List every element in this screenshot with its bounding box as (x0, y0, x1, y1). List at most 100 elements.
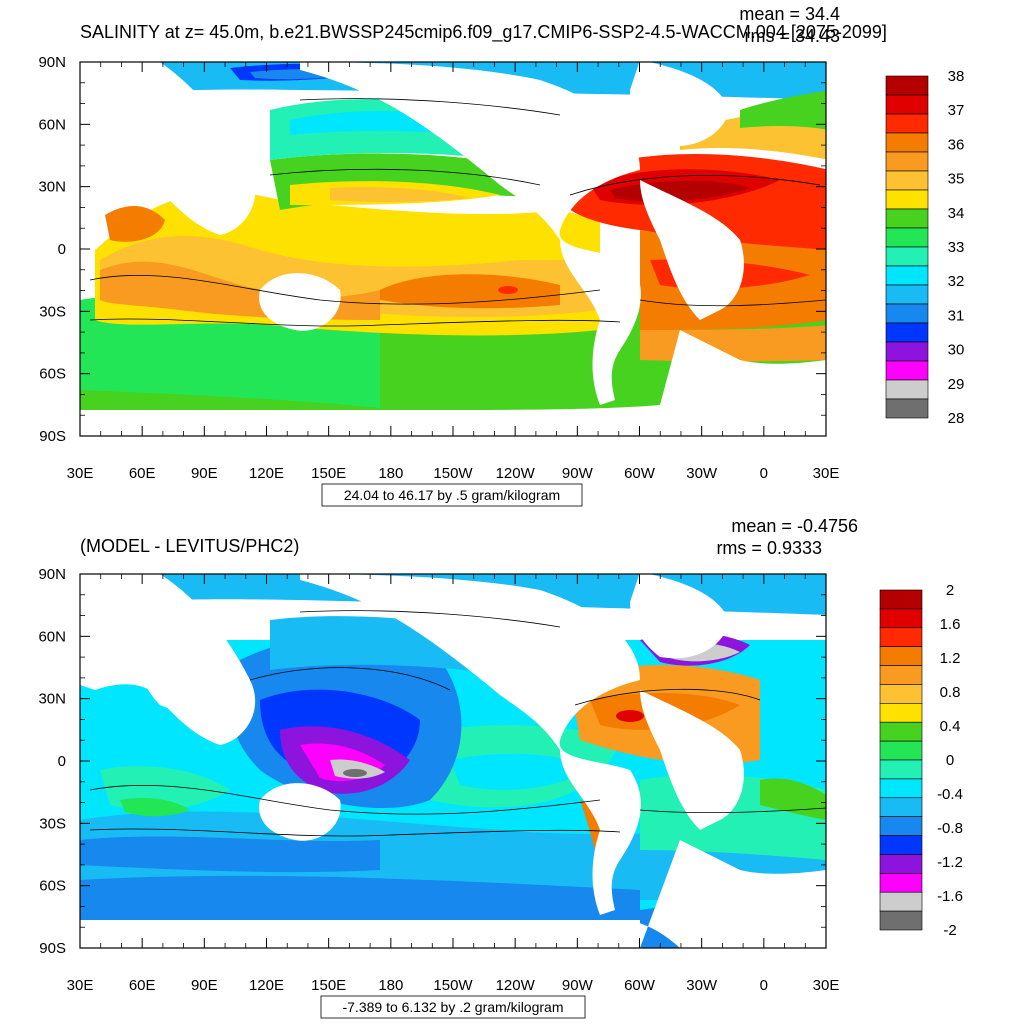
colorbar-swatch (885, 379, 929, 400)
y-axis-tick-labels: 90N 60N 30N 0 30S 60S 90S (38, 566, 66, 957)
y-tick-label: 90S (39, 428, 66, 445)
colorbar-swatch (879, 816, 923, 836)
y-tick-label: 30N (38, 179, 66, 196)
x-tick-label: 90W (562, 465, 594, 482)
colorbar-swatch (879, 778, 923, 799)
colorbar-label: -0.8 (937, 820, 963, 837)
axis-ticks (79, 61, 827, 437)
y-tick-label: 90N (38, 566, 66, 583)
y-axis-tick-labels: 90N 60N 30N 0 30S 60S 90S (38, 54, 66, 445)
colorbar: 2 1.6 1.2 0.8 0.4 0 -0.4 -0.8 -1.2 -1.6 -2 (879, 582, 963, 939)
y-tick-label: 30S (39, 303, 66, 320)
rms-label: rms = 34.43 (744, 26, 840, 46)
colorbar-swatch (885, 132, 929, 153)
contour-info-box (321, 483, 583, 507)
x-tick-label: 60E (129, 465, 156, 482)
x-tick-label: 180 (378, 977, 403, 994)
x-tick-label: 30E (813, 977, 840, 994)
colorbar-swatch (885, 303, 929, 324)
colorbar-label: 2 (946, 582, 954, 599)
x-tick-label: 30E (813, 465, 840, 482)
colorbar-swatch (879, 703, 923, 723)
x-tick-label: 150W (433, 977, 473, 994)
panel-title: SALINITY at z= 45.0m, b.e21.BWSSP245cmip… (80, 22, 887, 43)
colorbar-label: 33 (948, 239, 965, 256)
difference-panel: (MODEL - LEVITUS/PHC2) mean = -0.4756 rm… (38, 516, 963, 1019)
colorbar-swatch (879, 873, 923, 893)
colorbar-label: 29 (948, 376, 965, 393)
x-axis-tick-labels: 30E 60E 90E 120E 150E 180 150W 120W 90W 60W 30W 0 30… (67, 465, 840, 482)
salinity-map (80, 62, 826, 436)
colorbar-label: 1.6 (940, 616, 961, 633)
y-tick-label: 30N (38, 691, 66, 708)
x-tick-label: 0 (760, 465, 768, 482)
x-axis-tick-labels: 30E 60E 90E 120E 150E 180 150W 120W 90W 60W 30W 0 30… (67, 977, 840, 994)
colorbar-label: 1.2 (940, 650, 961, 667)
colorbar-swatch (879, 740, 923, 761)
x-tick-label: 30W (686, 977, 718, 994)
x-tick-label: 120W (496, 977, 536, 994)
colorbar-swatch (879, 721, 923, 742)
y-tick-label: 0 (58, 753, 66, 770)
axis-ticks (79, 573, 827, 949)
x-tick-label: 120E (249, 977, 284, 994)
y-tick-label: 60N (38, 628, 66, 645)
colorbar-label: -1.2 (937, 854, 963, 871)
colorbar-swatch (879, 910, 923, 931)
colorbar-swatch (879, 891, 923, 912)
x-tick-label: 0 (760, 977, 768, 994)
colorbar-label: 0.8 (940, 684, 961, 701)
y-tick-label: 60N (38, 116, 66, 133)
colorbar-swatch (885, 151, 929, 172)
x-tick-label: 150E (311, 977, 346, 994)
colorbar-swatch (885, 398, 929, 419)
x-tick-label: 120E (249, 465, 284, 482)
colorbar-swatch (885, 227, 929, 248)
colorbar-swatch (879, 684, 923, 704)
colorbar-label: -1.6 (937, 888, 963, 905)
y-tick-label: 90N (38, 54, 66, 71)
colorbar-swatch (879, 759, 923, 780)
x-tick-label: 150W (433, 465, 473, 482)
y-tick-label: 30S (39, 815, 66, 832)
x-tick-label: 60W (624, 977, 656, 994)
colorbar-swatch (879, 854, 923, 874)
colorbar-label: 30 (948, 342, 965, 359)
x-tick-label: 90E (191, 977, 218, 994)
mean-label: mean = 34.4 (739, 4, 840, 24)
colorbar-label: 37 (948, 102, 965, 119)
colorbar: 38 37 36 35 34 33 32 31 30 29 28 (885, 68, 965, 427)
colorbar-swatch (885, 94, 929, 115)
colorbar-label: 0 (946, 752, 954, 769)
x-tick-label: 150E (311, 465, 346, 482)
colorbar-swatch (879, 608, 923, 629)
contour-info: -7.389 to 6.132 by .2 gram/kilogram (342, 999, 563, 1015)
colorbar-swatch (879, 627, 923, 647)
x-tick-label: 90E (191, 465, 218, 482)
colorbar-swatch (879, 835, 923, 855)
x-tick-label: 180 (378, 465, 403, 482)
colorbar-label: -0.4 (937, 786, 963, 803)
colorbar-swatch (885, 360, 929, 381)
x-tick-label: 30E (67, 465, 94, 482)
x-tick-label: 30E (67, 977, 94, 994)
colorbar-swatch (885, 341, 929, 362)
x-tick-label: 30W (686, 465, 718, 482)
colorbar-swatch (885, 170, 929, 191)
y-tick-label: 90S (39, 940, 66, 957)
colorbar-label: 31 (948, 307, 965, 324)
y-tick-label: 60S (39, 878, 66, 895)
y-tick-label: 0 (58, 241, 66, 258)
difference-map (80, 574, 826, 948)
contour-info: 24.04 to 46.17 by .5 gram/kilogram (344, 487, 560, 503)
colorbar-label: 35 (948, 171, 965, 188)
colorbar-swatch (885, 322, 929, 343)
colorbar-label: 36 (948, 136, 965, 153)
colorbar-swatch (885, 113, 929, 134)
salinity-panel: SALINITY at z= 45.0m, b.e21.BWSSP245cmip… (38, 4, 965, 507)
colorbar-swatch (885, 246, 929, 267)
colorbar-swatch (885, 189, 929, 210)
colorbar-label: 34 (948, 205, 965, 222)
panel-title: (MODEL - LEVITUS/PHC2) (80, 536, 299, 556)
